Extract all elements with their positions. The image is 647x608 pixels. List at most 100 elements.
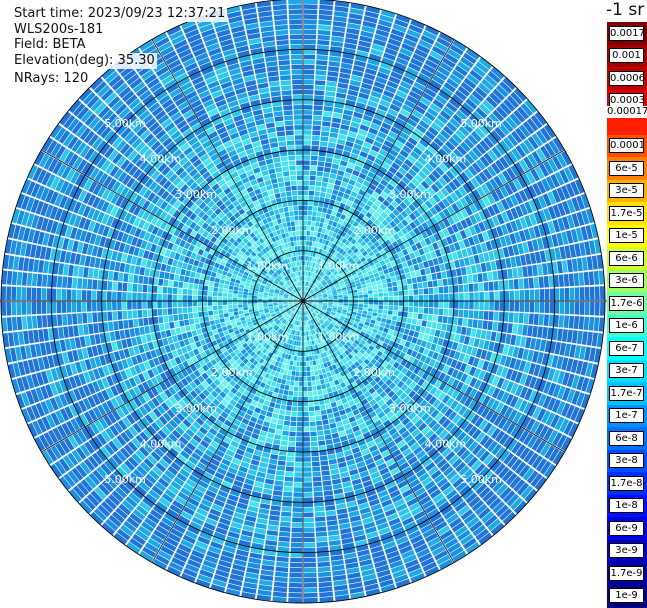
- ppi-gate: [286, 462, 294, 467]
- ppi-gate: [540, 289, 545, 300]
- ppi-gate: [316, 537, 327, 542]
- ppi-gate: [499, 291, 504, 300]
- ppi-gate: [444, 286, 449, 293]
- ppi-gate: [369, 298, 374, 301]
- ppi-gate: [314, 105, 323, 110]
- ppi-gate: [298, 402, 303, 407]
- ppi-gate: [394, 296, 399, 300]
- ppi-gate: [320, 192, 326, 197]
- ppi-gate: [590, 287, 595, 300]
- ppi-gate: [294, 381, 298, 386]
- ppi-gate: [408, 284, 413, 290]
- ppi-gate: [309, 412, 315, 417]
- ppi-gate: [311, 221, 315, 226]
- ppi-gate: [555, 288, 560, 300]
- ppi-gate: [309, 401, 314, 406]
- ppi-gate: [303, 392, 307, 397]
- ppi-gate: [291, 376, 295, 381]
- ppi-gate: [303, 352, 306, 357]
- ppi-gate: [303, 417, 309, 422]
- ppi-gate: [304, 40, 316, 45]
- ppi-gate: [303, 231, 306, 236]
- ppi-gate: [409, 290, 414, 295]
- ppi-gate: [524, 313, 529, 324]
- ppi-gate: [309, 186, 315, 191]
- ppi-gate: [304, 518, 314, 523]
- ppi-gate: [304, 130, 312, 135]
- ppi-gate: [304, 482, 313, 487]
- ppi-gate: [312, 216, 316, 221]
- ppi-gate: [575, 302, 580, 315]
- ppi-gate: [304, 19, 317, 24]
- ppi-gate: [393, 291, 398, 296]
- ppi-gate: [284, 390, 289, 395]
- ppi-gate: [443, 316, 448, 323]
- ppi-gate: [314, 406, 320, 411]
- ppi-gate: [378, 305, 383, 309]
- ppi-gate: [359, 301, 364, 304]
- ppi-gate: [303, 442, 310, 447]
- ppi-gate: [304, 588, 317, 593]
- ppi-gate: [313, 482, 322, 487]
- ppi-gate: [550, 289, 555, 301]
- ppi-gate: [304, 45, 316, 50]
- ppi-gate: [373, 305, 378, 309]
- ppi-gate: [304, 568, 317, 573]
- ppi-gate: [315, 90, 325, 95]
- ppi-gate: [424, 288, 429, 294]
- ppi-gate: [384, 301, 389, 305]
- ppi-gate: [580, 302, 585, 315]
- ppi-gate: [313, 391, 318, 396]
- ppi-gate: [317, 171, 323, 176]
- ppi-gate: [295, 462, 303, 467]
- ppi-gate: [399, 301, 404, 306]
- ppi-gate: [489, 311, 494, 320]
- ppi-gate: [313, 201, 318, 206]
- ppi-gate: [317, 426, 323, 431]
- ppi-gate: [296, 442, 303, 447]
- ppi-gate: [363, 304, 368, 307]
- ppi-gate: [418, 314, 423, 320]
- ppi-gate: [389, 297, 394, 301]
- ppi-gate: [479, 302, 484, 310]
- ppi-gate: [292, 401, 297, 406]
- ppi-gate: [293, 391, 298, 396]
- ppi-gate: [317, 431, 324, 436]
- ppi-gate: [300, 352, 303, 357]
- ppi-gate: [292, 523, 302, 528]
- ppi-gate: [308, 211, 312, 216]
- ppi-gate: [293, 497, 302, 502]
- ppi-gate: [494, 312, 499, 321]
- ppi-gate: [304, 30, 317, 35]
- ppi-gate: [290, 427, 296, 432]
- ppi-gate: [304, 507, 314, 512]
- ppi-gate: [311, 156, 318, 161]
- ppi-gate: [398, 291, 403, 296]
- ppi-gate: [297, 356, 300, 361]
- ppi-gate: [544, 276, 549, 288]
- ppi-gate: [300, 357, 303, 362]
- ppi-gate: [285, 411, 291, 416]
- ppi-gate: [303, 342, 305, 347]
- ppi-gate: [304, 477, 312, 482]
- ppi-gate: [296, 447, 303, 452]
- ppi-gate: [539, 314, 544, 325]
- ppi-gate: [304, 4, 318, 9]
- ppi-gate: [595, 302, 600, 316]
- ppi-gate: [289, 573, 302, 578]
- ppi-gate: [290, 381, 294, 386]
- ppi-gate: [303, 372, 307, 377]
- ppi-gate: [318, 207, 323, 212]
- ppi-gate: [316, 416, 322, 421]
- ppi-gate: [438, 279, 443, 286]
- ppi-gate: [295, 467, 303, 472]
- ppi-gate: [312, 467, 320, 472]
- ppi-gate: [388, 287, 393, 292]
- ppi-gate: [504, 291, 509, 301]
- ppi-gate: [320, 141, 328, 146]
- ppi-gate: [310, 171, 316, 176]
- ppi-gate: [394, 301, 399, 305]
- ppi-gate: [304, 467, 312, 472]
- ppi-gate: [284, 482, 293, 487]
